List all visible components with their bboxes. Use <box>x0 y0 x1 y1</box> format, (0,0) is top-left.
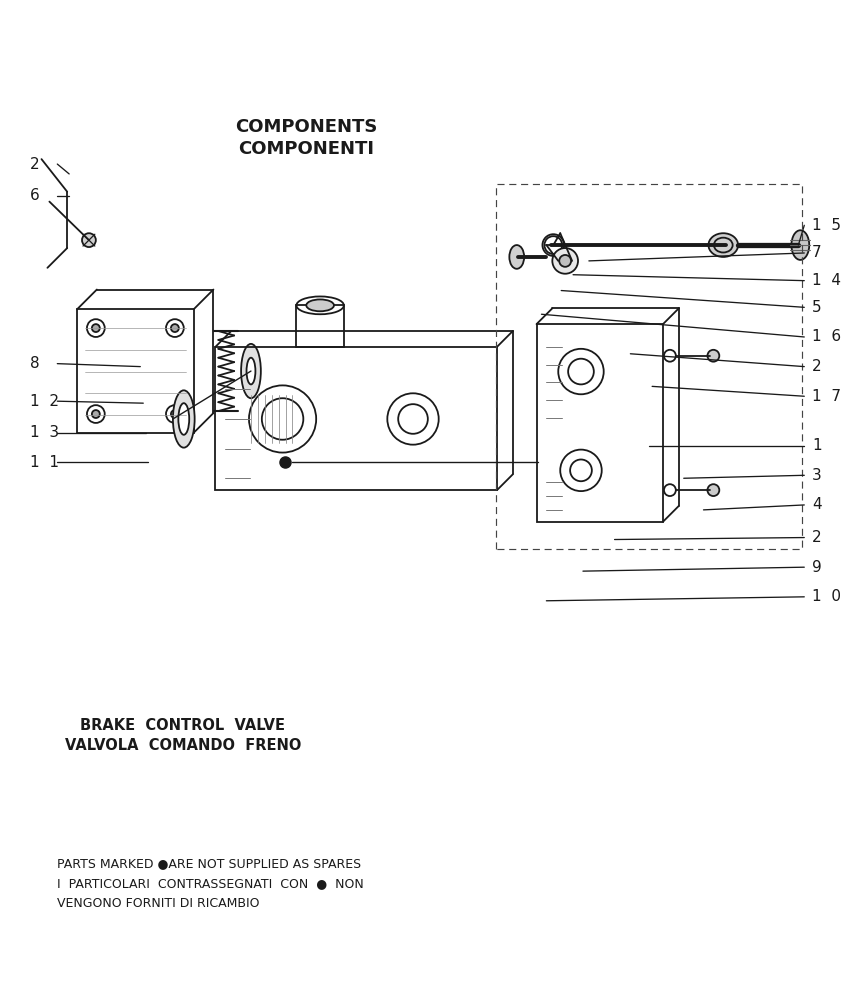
Text: 2: 2 <box>812 359 822 374</box>
Ellipse shape <box>543 234 564 256</box>
Text: BRAKE  CONTROL  VALVE: BRAKE CONTROL VALVE <box>80 718 285 733</box>
Text: 2: 2 <box>30 157 40 172</box>
Text: 1  7: 1 7 <box>812 389 841 404</box>
Circle shape <box>707 350 719 362</box>
Text: 1  2: 1 2 <box>30 394 58 409</box>
Circle shape <box>552 248 578 274</box>
Text: 1  1: 1 1 <box>30 455 58 470</box>
Ellipse shape <box>173 390 195 448</box>
Text: 6: 6 <box>30 188 40 203</box>
Text: 7: 7 <box>812 245 822 260</box>
Circle shape <box>707 484 719 496</box>
Text: COMPONENTS: COMPONENTS <box>235 118 377 136</box>
Text: 3: 3 <box>812 468 822 483</box>
Circle shape <box>560 255 571 267</box>
Ellipse shape <box>241 344 261 398</box>
Circle shape <box>92 410 100 418</box>
Text: 1  0: 1 0 <box>812 589 841 604</box>
Circle shape <box>544 236 562 254</box>
Text: 1  5: 1 5 <box>812 218 841 233</box>
Text: 9: 9 <box>812 560 822 575</box>
Circle shape <box>92 324 100 332</box>
Text: 8: 8 <box>30 356 40 371</box>
Text: 1  4: 1 4 <box>812 273 841 288</box>
Bar <box>537 324 663 522</box>
Bar <box>215 347 497 490</box>
Ellipse shape <box>509 245 524 269</box>
Text: VALVOLA  COMANDO  FRENO: VALVOLA COMANDO FRENO <box>65 738 301 753</box>
Text: I  PARTICOLARI  CONTRASSEGNATI  CON  ●  NON: I PARTICOLARI CONTRASSEGNATI CON ● NON <box>57 877 364 890</box>
Text: VENGONO FORNITI DI RICAMBIO: VENGONO FORNITI DI RICAMBIO <box>57 897 260 910</box>
Ellipse shape <box>178 403 189 435</box>
Text: 1  3: 1 3 <box>30 425 59 440</box>
Text: PARTS MARKED ●ARE NOT SUPPLIED AS SPARES: PARTS MARKED ●ARE NOT SUPPLIED AS SPARES <box>57 857 361 870</box>
Circle shape <box>82 233 96 247</box>
Circle shape <box>171 410 179 418</box>
Text: 1  6: 1 6 <box>812 329 841 344</box>
Ellipse shape <box>306 299 334 311</box>
Bar <box>296 305 344 347</box>
Text: 5: 5 <box>812 300 822 315</box>
Ellipse shape <box>246 358 256 384</box>
Text: 2: 2 <box>812 530 822 545</box>
Circle shape <box>171 324 179 332</box>
Ellipse shape <box>792 230 809 260</box>
Ellipse shape <box>708 233 738 257</box>
Text: 4: 4 <box>812 497 822 512</box>
Text: COMPONENTI: COMPONENTI <box>238 140 374 158</box>
Text: 1: 1 <box>812 438 822 453</box>
Bar <box>77 309 193 433</box>
